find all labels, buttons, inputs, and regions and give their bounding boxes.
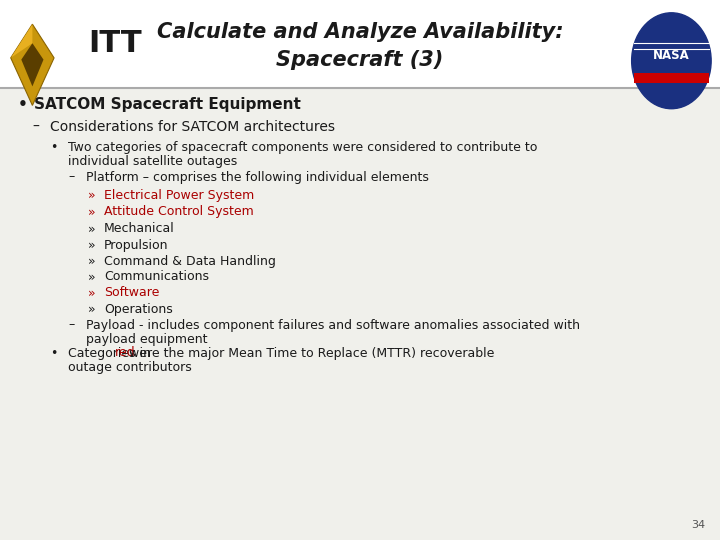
Text: outage contributors: outage contributors [68,361,192,374]
Text: SATCOM Spacecraft Equipment: SATCOM Spacecraft Equipment [34,98,301,112]
Text: •: • [18,98,28,112]
Text: Propulsion: Propulsion [104,239,168,252]
Text: Electrical Power System: Electrical Power System [104,188,254,201]
Text: Attitude Control System: Attitude Control System [104,206,253,219]
Text: red: red [115,347,136,360]
Text: Categories in: Categories in [68,347,155,360]
Text: Communications: Communications [104,271,209,284]
Text: Calculate and Analyze Availability:: Calculate and Analyze Availability: [157,22,563,42]
Text: »: » [88,222,96,235]
Text: Payload - includes component failures and software anomalies associated with: Payload - includes component failures an… [86,319,580,332]
Bar [0,0,720,88]
Text: Considerations for SATCOM architectures: Considerations for SATCOM architectures [50,120,335,134]
Circle shape [631,13,711,109]
Text: 34: 34 [691,520,705,530]
Text: •: • [50,347,58,360]
Text: ITT: ITT [88,30,142,58]
Text: Operations: Operations [104,302,173,315]
Text: –: – [68,171,74,184]
Text: Software: Software [104,287,159,300]
Text: –: – [32,120,39,134]
Text: »: » [88,302,96,315]
Text: were the major Mean Time to Replace (MTTR) recoverable: were the major Mean Time to Replace (MTT… [125,347,495,360]
Text: »: » [88,239,96,252]
Polygon shape [11,24,32,58]
Text: Platform – comprises the following individual elements: Platform – comprises the following indiv… [86,171,429,184]
Polygon shape [634,73,708,83]
Text: –: – [68,319,74,332]
Text: »: » [88,188,96,201]
Text: »: » [88,287,96,300]
Text: Spacecraft (3): Spacecraft (3) [276,50,444,70]
Polygon shape [22,43,43,86]
Polygon shape [11,24,54,105]
Text: payload equipment: payload equipment [86,333,207,346]
Text: Command & Data Handling: Command & Data Handling [104,254,276,267]
Text: individual satellite outages: individual satellite outages [68,154,238,167]
Text: »: » [88,271,96,284]
Text: •: • [50,140,58,153]
Text: Mechanical: Mechanical [104,222,175,235]
Text: »: » [88,206,96,219]
Text: Two categories of spacecraft components were considered to contribute to: Two categories of spacecraft components … [68,140,537,153]
Text: NASA: NASA [653,49,690,62]
Text: »: » [88,254,96,267]
